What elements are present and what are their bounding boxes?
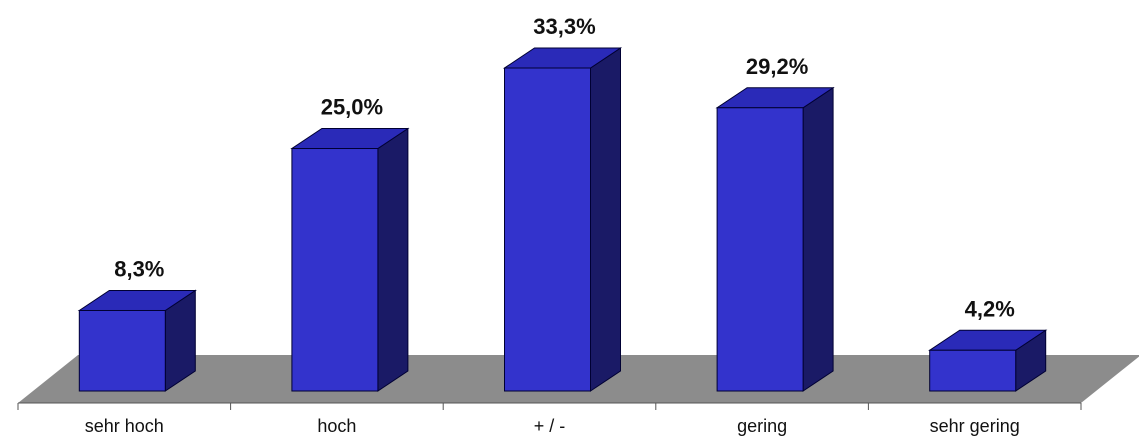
bar <box>928 329 1048 392</box>
x-axis-ticks <box>17 403 1082 410</box>
bar-side <box>377 127 409 392</box>
data-label: 8,3% <box>114 256 164 281</box>
x-tick-label: sehr hoch <box>85 416 164 436</box>
bar-front <box>929 349 1017 392</box>
bar <box>77 289 197 392</box>
labels-group: 8,3% sehr hoch 25,0% hoch 33,3% + / - 29,2% ger… <box>85 14 1020 436</box>
bars-group <box>77 47 1048 392</box>
bar-side <box>802 86 834 392</box>
bar-front <box>291 148 379 392</box>
bar <box>290 127 410 392</box>
x-tick-label: sehr gering <box>930 416 1020 436</box>
x-tick-label: hoch <box>317 416 356 436</box>
data-label: 4,2% <box>965 296 1015 321</box>
bar <box>715 86 835 392</box>
bar <box>502 47 623 392</box>
bar-side <box>590 47 621 392</box>
bar-front <box>504 67 591 392</box>
x-tick-label: gering <box>737 416 787 436</box>
data-label: 25,0% <box>321 95 383 120</box>
bar-front <box>716 107 804 392</box>
x-tick-label: + / - <box>534 416 566 436</box>
data-label: 29,2% <box>746 54 808 79</box>
data-label: 33,3% <box>533 14 595 39</box>
bar-front <box>78 309 166 392</box>
